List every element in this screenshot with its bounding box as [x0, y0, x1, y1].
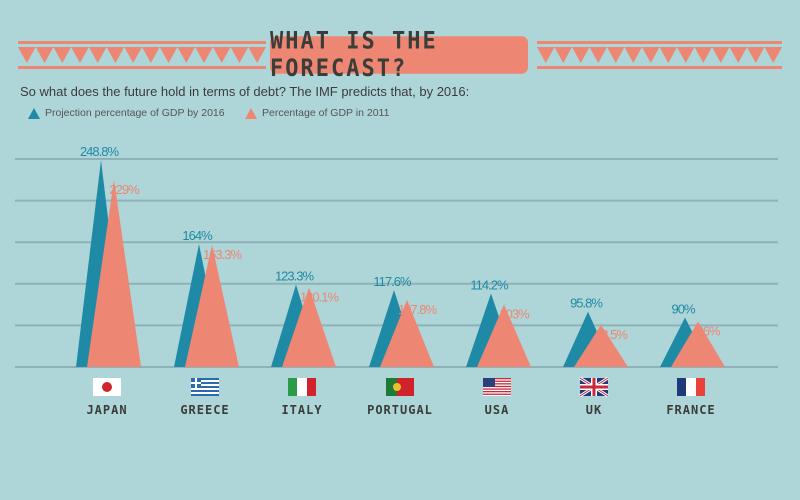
page-title: WHAT IS THE FORECAST? — [270, 28, 528, 83]
country-label: FRANCE — [666, 403, 715, 417]
value-label: 163.3% — [203, 247, 243, 262]
blue-triangle-icon — [28, 107, 40, 119]
triangle-2011 — [477, 304, 531, 367]
country-label: JAPAN — [86, 403, 127, 417]
salmon-triangle-icon — [245, 107, 257, 119]
country-label: ITALY — [281, 403, 322, 417]
value-label: 107.8% — [398, 302, 438, 317]
country-label: PORTUGAL — [367, 403, 433, 417]
value-label: 229% — [109, 182, 140, 197]
decorative-banner — [18, 41, 266, 69]
value-label: 117.6% — [373, 274, 412, 289]
value-label: 82.5% — [595, 327, 628, 342]
portugal-flag-icon — [386, 378, 414, 396]
subtitle: So what does the future hold in terms of… — [20, 84, 470, 99]
triangle-2011 — [185, 244, 239, 367]
value-label: 123.3% — [275, 268, 315, 283]
value-label: 164% — [182, 228, 213, 243]
value-label: 86% — [696, 323, 720, 338]
uk-flag-icon — [579, 376, 609, 398]
japan-flag-icon — [93, 378, 121, 396]
legend-label: Percentage of GDP in 2011 — [262, 107, 390, 119]
triangle-2011 — [574, 324, 628, 367]
legend-item-2011: Percentage of GDP in 2011 — [245, 107, 389, 119]
triangle-2011 — [671, 321, 725, 367]
country-label: GREECE — [180, 403, 229, 417]
triangle-2011 — [87, 179, 141, 367]
value-label: 90% — [671, 301, 695, 316]
legend-label: Projection percentage of GDP by 2016 — [45, 107, 225, 119]
france-flag-icon — [677, 378, 705, 396]
value-label: 248.8% — [80, 144, 120, 159]
greece-flag-icon — [191, 378, 219, 396]
decorative-banner — [537, 41, 782, 69]
legend-item-projection: Projection percentage of GDP by 2016 — [28, 107, 225, 119]
triangle-2011 — [380, 299, 434, 367]
country-label: UK — [586, 403, 602, 417]
value-label: 103% — [499, 307, 530, 322]
country-label: USA — [485, 403, 510, 417]
italy-flag-icon — [288, 378, 316, 396]
value-label: 120.1% — [300, 290, 340, 305]
value-label: 114.2% — [470, 278, 509, 293]
usa-flag-icon — [483, 378, 511, 396]
triangle-2011 — [282, 287, 336, 367]
value-label: 95.8% — [570, 296, 603, 311]
